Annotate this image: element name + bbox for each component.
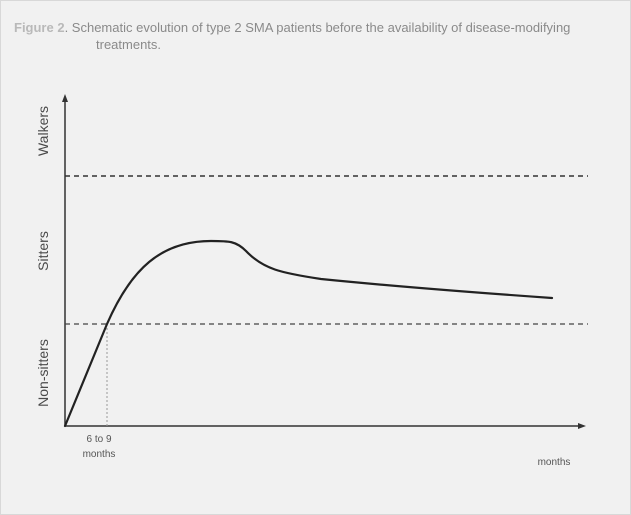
figure-caption: Figure 2. Schematic evolution of type 2 … — [14, 19, 619, 53]
figure-label: Figure 2 — [14, 20, 65, 35]
x-annotation-age-range: 6 to 9 — [86, 434, 111, 445]
x-axis-arrow — [578, 423, 586, 429]
y-label-walkers: Walkers — [35, 106, 51, 156]
y-label-non-sitters: Non-sitters — [35, 339, 51, 407]
motor-function-curve — [63, 239, 554, 428]
x-axis-end-label: months — [538, 457, 571, 468]
y-label-sitters: Sitters — [35, 231, 51, 271]
caption-text-line2: treatments. — [96, 37, 162, 52]
caption-text-line1: . Schematic evolution of type 2 SMA pati… — [64, 20, 571, 35]
x-annotation-months: months — [83, 449, 116, 460]
y-axis-arrow — [62, 94, 68, 102]
